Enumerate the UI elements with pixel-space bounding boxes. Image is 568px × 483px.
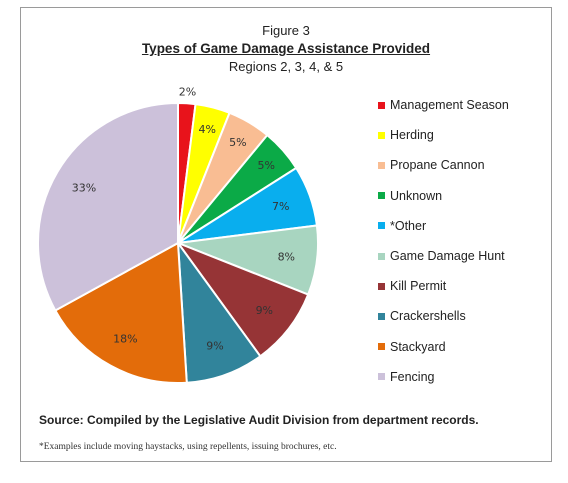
pie-slice-6 [175,240,310,358]
legend-swatch [378,312,385,320]
legend-swatch [378,343,385,351]
chart-subtitle: Regions 2, 3, 4, & 5 [228,59,344,74]
footnote: *Examples include moving haystacks, usin… [39,442,337,452]
legend-item-9: Fencing [378,362,509,392]
legend-swatch [378,192,385,200]
source-note: Source: Compiled by the Legislative Audi… [39,413,479,427]
legend-item-0: Management Season [378,90,509,120]
pie-slice-8 [53,241,188,384]
pie-label-0: 2% [179,85,196,98]
legend-swatch [378,373,385,381]
legend-item-4: *Other [378,211,509,241]
legend-label: Propane Cannon [390,158,485,173]
legend-label: *Other [390,218,427,233]
legend-swatch [378,222,385,230]
legend-item-5: Game Damage Hunt [378,241,509,271]
pie-label-4: 7% [272,200,289,213]
pie-label-2: 5% [229,136,246,149]
chart-title: Types of Game Damage Assistance Provided [141,41,431,56]
legend-item-2: Propane Cannon [378,150,509,180]
pie-chart: 2% 4% 5% 5% 7% 8% 9% 9% 18% 33% [37,85,320,384]
legend-label: Game Damage Hunt [390,249,505,264]
pie-slice-7 [176,239,262,384]
pie-label-9: 33% [72,181,96,194]
legend-swatch [378,161,385,169]
legend: Management Season Herding Propane Cannon Un… [378,90,509,392]
pie-label-7: 9% [206,340,223,353]
pie-label-6: 9% [256,304,273,317]
legend-swatch [378,101,385,109]
legend-swatch [378,282,385,290]
figure-frame: Figure 3 Types of Game Damage Assistance… [20,7,552,462]
legend-item-6: Kill Permit [378,271,509,301]
pie-label-1: 4% [198,123,215,136]
legend-item-1: Herding [378,120,509,150]
legend-label: Management Season [390,98,509,113]
legend-label: Kill Permit [390,279,447,294]
legend-item-8: Stackyard [378,332,509,362]
pie-label-5: 8% [278,251,295,264]
pie-label-3: 5% [257,159,274,172]
legend-swatch [378,131,385,139]
legend-label: Fencing [390,369,435,384]
legend-swatch [378,252,385,260]
chart-title-wrap: Types of Game Damage Assistance Provided [21,41,551,56]
legend-label: Stackyard [390,339,446,354]
legend-label: Herding [390,128,434,143]
legend-item-3: Unknown [378,181,509,211]
legend-item-7: Crackershells [378,301,509,331]
legend-label: Unknown [390,188,443,203]
pie-slice-9 [37,101,179,312]
legend-label: Crackershells [390,309,466,324]
figure-label: Figure 3 [262,23,310,38]
pie-label-8: 18% [113,333,137,346]
